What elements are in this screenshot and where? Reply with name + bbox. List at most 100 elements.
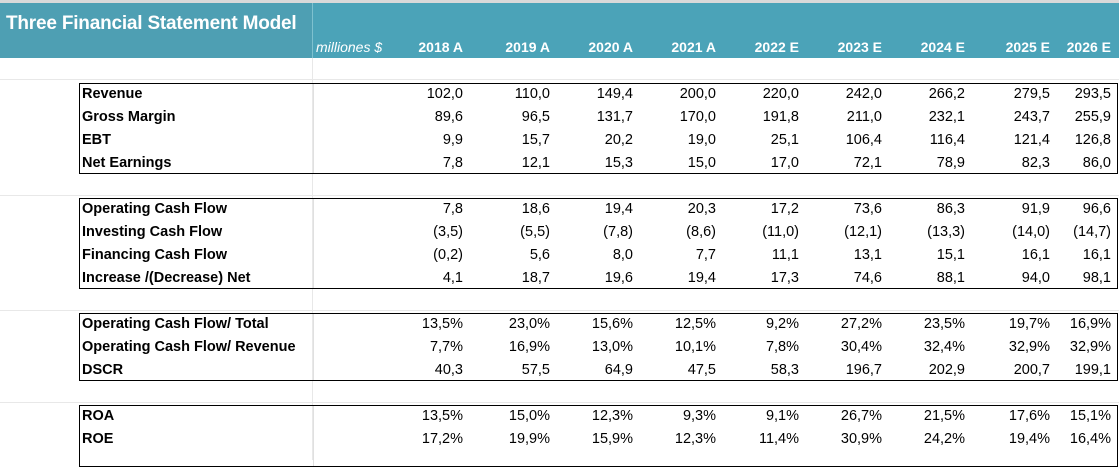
- value-cell[interactable]: 30,9%: [840, 431, 882, 447]
- value-cell[interactable]: 8,0: [612, 247, 633, 263]
- value-cell[interactable]: 13,5%: [421, 408, 463, 424]
- value-cell[interactable]: 16,1: [1021, 247, 1050, 263]
- year-header[interactable]: 2022 E: [754, 39, 799, 55]
- row-label[interactable]: Net Earnings: [82, 155, 172, 171]
- value-cell[interactable]: 19,9%: [508, 431, 550, 447]
- value-cell[interactable]: 96,6: [1082, 201, 1111, 217]
- value-cell[interactable]: 9,1%: [765, 408, 799, 424]
- value-cell[interactable]: 18,7: [521, 270, 550, 286]
- value-cell[interactable]: 131,7: [596, 109, 633, 125]
- value-cell[interactable]: 32,9%: [1008, 339, 1050, 355]
- row-label[interactable]: EBT: [82, 132, 111, 148]
- year-header[interactable]: 2025 E: [1005, 39, 1050, 55]
- value-cell[interactable]: 17,3: [770, 270, 799, 286]
- value-cell[interactable]: 98,1: [1082, 270, 1111, 286]
- value-cell[interactable]: 279,5: [1013, 86, 1050, 102]
- value-cell[interactable]: 9,2%: [765, 316, 799, 332]
- value-cell[interactable]: 15,9%: [591, 431, 633, 447]
- value-cell[interactable]: (7,8): [603, 224, 633, 240]
- value-cell[interactable]: 11,1: [771, 247, 799, 263]
- value-cell[interactable]: 9,3%: [682, 408, 716, 424]
- value-cell[interactable]: 199,1: [1074, 362, 1111, 378]
- value-cell[interactable]: 32,4%: [923, 339, 965, 355]
- value-cell[interactable]: 11,4%: [758, 431, 799, 447]
- value-cell[interactable]: 220,0: [762, 86, 799, 102]
- value-cell[interactable]: 19,7%: [1008, 316, 1050, 332]
- value-cell[interactable]: (13,3): [927, 224, 965, 240]
- value-cell[interactable]: 23,0%: [508, 316, 550, 332]
- value-cell[interactable]: 30,4%: [840, 339, 882, 355]
- value-cell[interactable]: 7,7%: [429, 339, 463, 355]
- value-cell[interactable]: 232,1: [928, 109, 965, 125]
- value-cell[interactable]: 88,1: [936, 270, 965, 286]
- value-cell[interactable]: 200,7: [1013, 362, 1050, 378]
- value-cell[interactable]: 196,7: [845, 362, 882, 378]
- value-cell[interactable]: 23,5%: [923, 316, 965, 332]
- value-cell[interactable]: (5,5): [520, 224, 550, 240]
- value-cell[interactable]: 40,3: [434, 362, 463, 378]
- row-label[interactable]: ROA: [82, 408, 115, 424]
- value-cell[interactable]: 255,9: [1074, 109, 1111, 125]
- value-cell[interactable]: 12,1: [521, 155, 550, 171]
- value-cell[interactable]: (0,2): [433, 247, 463, 263]
- value-cell[interactable]: 102,0: [426, 86, 463, 102]
- value-cell[interactable]: 58,3: [770, 362, 799, 378]
- value-cell[interactable]: 25,1: [770, 132, 799, 148]
- value-cell[interactable]: 266,2: [928, 86, 965, 102]
- value-cell[interactable]: 86,0: [1082, 155, 1111, 171]
- value-cell[interactable]: (11,0): [762, 224, 799, 240]
- value-cell[interactable]: 170,0: [679, 109, 716, 125]
- row-label[interactable]: Gross Margin: [82, 109, 176, 125]
- value-cell[interactable]: 10,1%: [674, 339, 716, 355]
- value-cell[interactable]: 57,5: [521, 362, 550, 378]
- value-cell[interactable]: 15,3: [604, 155, 633, 171]
- value-cell[interactable]: 12,5%: [674, 316, 716, 332]
- row-label[interactable]: ROE: [82, 431, 114, 447]
- value-cell[interactable]: 15,1: [936, 247, 965, 263]
- value-cell[interactable]: 86,3: [936, 201, 965, 217]
- value-cell[interactable]: 96,5: [521, 109, 550, 125]
- value-cell[interactable]: 13,1: [853, 247, 882, 263]
- year-header[interactable]: 2018 A: [418, 39, 463, 55]
- value-cell[interactable]: 293,5: [1074, 86, 1111, 102]
- value-cell[interactable]: 32,9%: [1069, 339, 1111, 355]
- value-cell[interactable]: 13,5%: [421, 316, 463, 332]
- row-label[interactable]: Revenue: [82, 86, 143, 102]
- value-cell[interactable]: 19,0: [687, 132, 716, 148]
- value-cell[interactable]: 202,9: [928, 362, 965, 378]
- value-cell[interactable]: 19,4: [687, 270, 716, 286]
- value-cell[interactable]: 78,9: [936, 155, 965, 171]
- value-cell[interactable]: 64,9: [604, 362, 633, 378]
- value-cell[interactable]: 15,6%: [591, 316, 633, 332]
- value-cell[interactable]: 91,9: [1021, 201, 1050, 217]
- value-cell[interactable]: 20,3: [687, 201, 716, 217]
- value-cell[interactable]: 19,6: [604, 270, 633, 286]
- value-cell[interactable]: 24,2%: [923, 431, 965, 447]
- row-label[interactable]: DSCR: [82, 362, 124, 378]
- year-header[interactable]: 2026 E: [1066, 39, 1111, 55]
- value-cell[interactable]: (8,6): [686, 224, 716, 240]
- value-cell[interactable]: 200,0: [679, 86, 716, 102]
- value-cell[interactable]: 16,9%: [508, 339, 550, 355]
- value-cell[interactable]: 15,7: [521, 132, 550, 148]
- value-cell[interactable]: 18,6: [521, 201, 550, 217]
- value-cell[interactable]: 243,7: [1013, 109, 1050, 125]
- value-cell[interactable]: 17,2%: [421, 431, 463, 447]
- value-cell[interactable]: 73,6: [853, 201, 882, 217]
- value-cell[interactable]: 19,4: [604, 201, 633, 217]
- value-cell[interactable]: 5,6: [529, 247, 550, 263]
- year-header[interactable]: 2019 A: [505, 39, 550, 55]
- value-cell[interactable]: 116,4: [929, 132, 965, 148]
- value-cell[interactable]: 17,0: [770, 155, 799, 171]
- value-cell[interactable]: 15,1%: [1069, 408, 1111, 424]
- value-cell[interactable]: 7,8: [442, 155, 463, 171]
- value-cell[interactable]: 242,0: [845, 86, 882, 102]
- value-cell[interactable]: 7,8%: [765, 339, 799, 355]
- value-cell[interactable]: 74,6: [853, 270, 882, 286]
- value-cell[interactable]: 17,6%: [1008, 408, 1050, 424]
- value-cell[interactable]: 12,3%: [674, 431, 716, 447]
- value-cell[interactable]: 110,0: [514, 86, 550, 102]
- value-cell[interactable]: 191,8: [762, 109, 799, 125]
- value-cell[interactable]: 106,4: [845, 132, 882, 148]
